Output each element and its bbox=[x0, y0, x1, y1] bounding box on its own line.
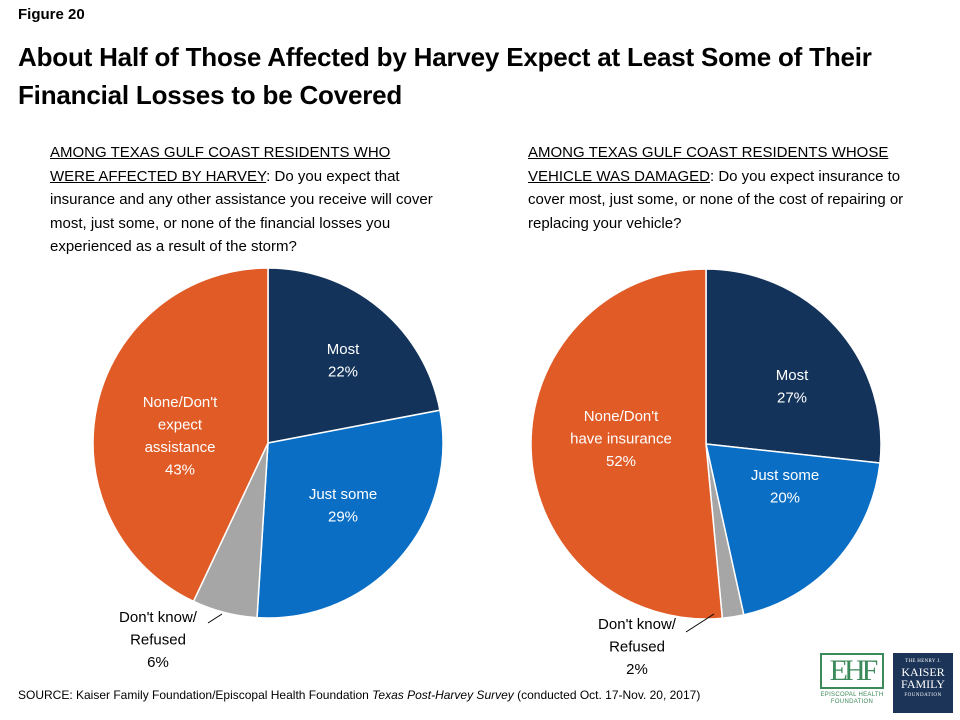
pie-chart-vehicle: Most 27% Just some 20% Don't know/Refused 2% N… bbox=[530, 268, 882, 678]
kaiser-family-foundation-logo: THE HENRY J. KAISER FAMILY FOUNDATION bbox=[893, 653, 953, 713]
question-left-text: : Do you expect that insurance and any o… bbox=[50, 167, 433, 256]
question-right-lead: AMONG TEXAS GULF COAST RESIDENTS WHOSE V… bbox=[528, 144, 889, 185]
source-note: SOURCE: Kaiser Family Foundation/Episcop… bbox=[18, 688, 700, 702]
pie-slice bbox=[267, 267, 441, 444]
slice-label: None/Don't have insurance 52% bbox=[570, 408, 672, 470]
slice-label: Just some 29% bbox=[309, 486, 377, 526]
source-survey: Texas Post-Harvey Survey bbox=[372, 688, 514, 702]
chart-title: About Half of Those Affected by Harvey E… bbox=[18, 42, 872, 110]
slice-label: Most 22% bbox=[327, 341, 360, 381]
question-right: AMONG TEXAS GULF COAST RESIDENTS WHOSE V… bbox=[528, 141, 928, 235]
pie-slice bbox=[530, 268, 724, 620]
source-suffix: (conducted Oct. 17-Nov. 20, 2017) bbox=[513, 688, 701, 702]
figure-label: Figure 20 bbox=[18, 6, 85, 23]
question-left-lead: AMONG TEXAS GULF COAST RESIDENTS WHO WER… bbox=[50, 144, 391, 185]
question-left: AMONG TEXAS GULF COAST RESIDENTS WHO WER… bbox=[50, 141, 435, 259]
leader-line bbox=[207, 613, 223, 624]
ehf-logo-text: EPISCOPAL HEALTH FOUNDATION bbox=[820, 692, 884, 705]
slice-label: Just some 20% bbox=[751, 467, 819, 507]
slice-label: Don't know/Refused 6% bbox=[119, 609, 198, 671]
pie-chart-affected: Most 22% Just some 29% Don't know/Refused 6% N… bbox=[92, 267, 444, 671]
pie-slice bbox=[705, 443, 881, 616]
source-prefix: SOURCE: Kaiser Family Foundation/Episcop… bbox=[18, 688, 373, 702]
pie-slice bbox=[705, 268, 882, 464]
pie-slice bbox=[256, 409, 444, 619]
pie-slice bbox=[92, 267, 269, 603]
slice-label: None/Don't expect assistance 43% bbox=[143, 394, 218, 479]
slice-label: Don't know/Refused 2% bbox=[598, 616, 677, 678]
episcopal-health-foundation-logo: EHF EPISCOPAL HEALTH FOUNDATION bbox=[818, 653, 886, 711]
leader-line bbox=[685, 613, 715, 633]
question-right-text: : Do you expect insurance to cover most,… bbox=[528, 167, 904, 232]
slice-label: Most 27% bbox=[776, 367, 809, 407]
